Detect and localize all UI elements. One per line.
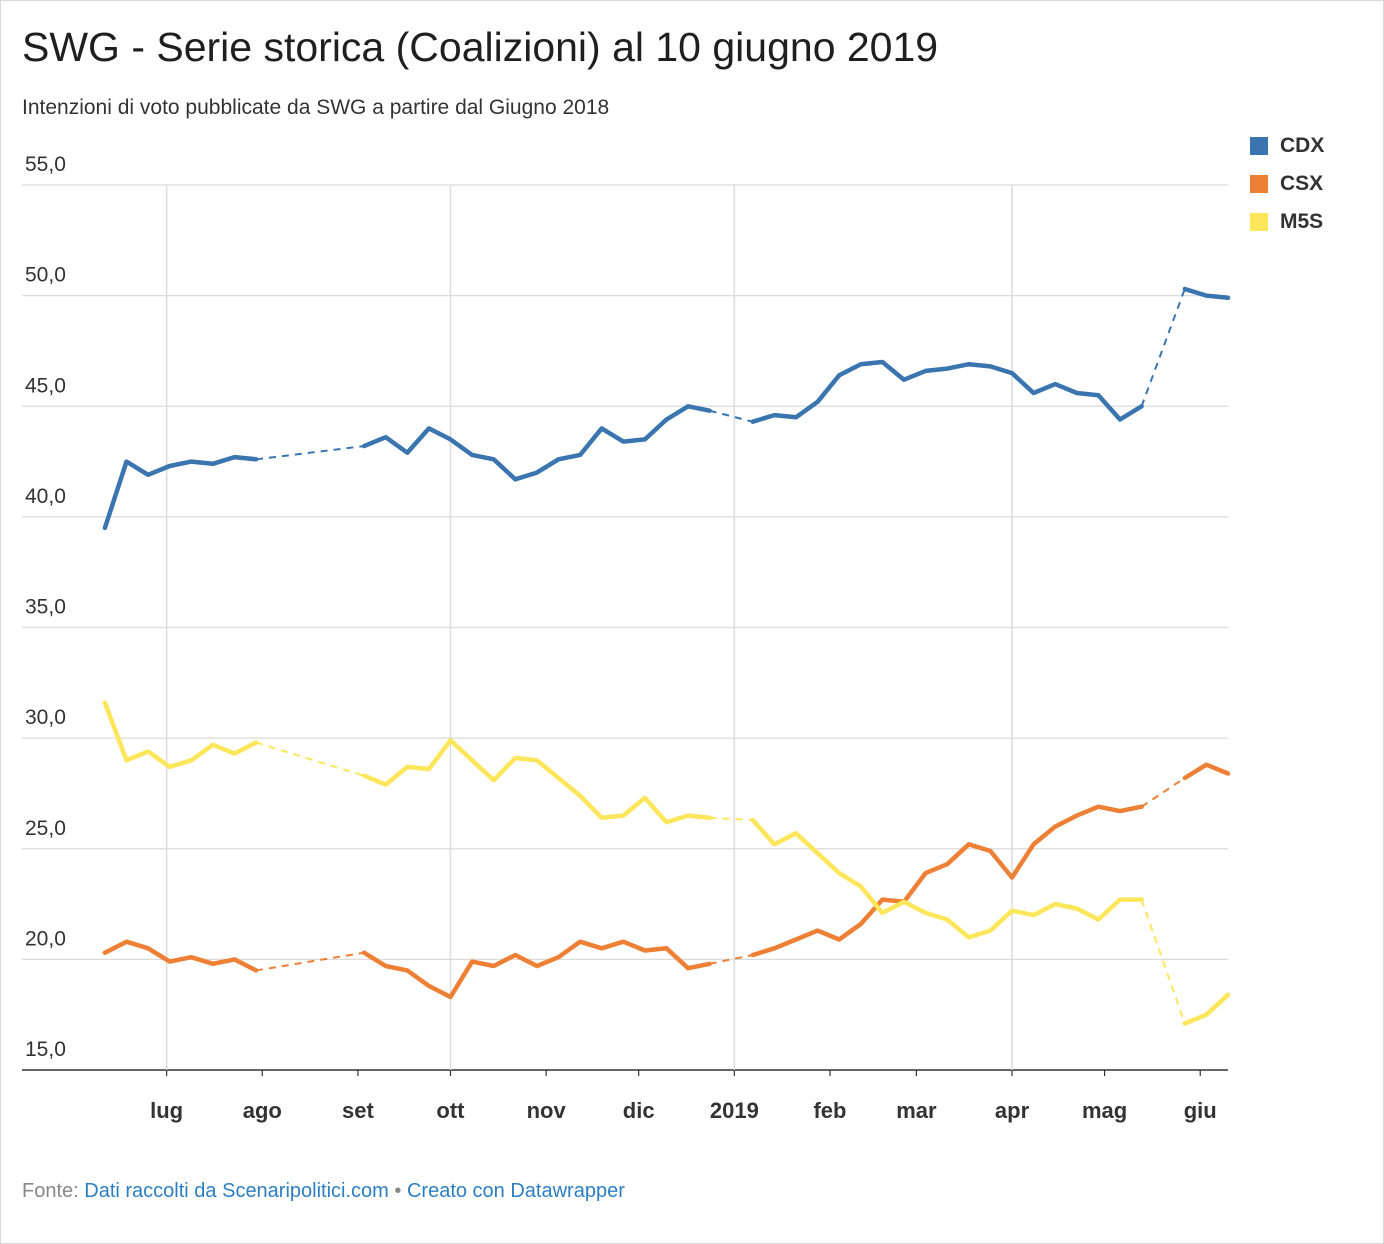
- series-gap-csx: [255, 951, 365, 972]
- x-tick-label: ago: [243, 1098, 282, 1123]
- y-tick-label: 15,0: [25, 1038, 66, 1061]
- series-gap-csx: [1141, 777, 1186, 808]
- chart-footer: Fonte: Dati raccolti da Scenaripolitici.…: [22, 1180, 625, 1203]
- series-line-cdx: [361, 404, 712, 482]
- series-line-cdx: [102, 454, 259, 531]
- x-tick-label: dic: [623, 1098, 655, 1123]
- chart-subtitle: Intenzioni di voto pubblicate da SWG a p…: [22, 96, 610, 119]
- series-line-cdx: [1182, 286, 1231, 301]
- series-gap-m5s: [255, 741, 365, 777]
- x-tick-label: set: [342, 1098, 374, 1123]
- x-tick-label: giu: [1184, 1098, 1217, 1123]
- x-tick-label: 2019: [710, 1098, 759, 1123]
- y-tick-label: 40,0: [25, 485, 66, 508]
- y-tick-label: 55,0: [25, 153, 66, 176]
- y-tick-label: 25,0: [25, 817, 66, 840]
- source-link[interactable]: Dati raccolti da Scenaripolitici.com: [84, 1180, 389, 1202]
- series-gap-m5s: [1140, 899, 1186, 1024]
- series-gap-m5s: [709, 816, 753, 821]
- x-tick-label: mar: [896, 1098, 937, 1123]
- y-tick-label: 35,0: [25, 596, 66, 619]
- series-line-csx: [1182, 762, 1231, 781]
- y-tick-label: 20,0: [25, 927, 66, 950]
- x-tick-label: nov: [527, 1098, 567, 1123]
- x-tick-label: feb: [813, 1098, 846, 1123]
- series-line-m5s: [750, 817, 1144, 940]
- x-tick-label: mag: [1082, 1098, 1127, 1123]
- series-line-cdx: [750, 359, 1144, 424]
- chart-legend: CDX CSX M5S: [1250, 127, 1324, 241]
- legend-swatch-m5s: [1250, 213, 1268, 231]
- series-gap-cdx: [1140, 288, 1186, 407]
- legend-swatch-cdx: [1250, 137, 1268, 155]
- credit-link[interactable]: Creato con Datawrapper: [406, 1180, 625, 1202]
- line-chart: 15,0 20,0 25,0 30,0 35,0 40,0 45,0 50,0 55,0 lug a…: [22, 153, 1231, 1123]
- series-gap-cdx: [709, 409, 754, 423]
- series-line-csx: [750, 804, 1144, 958]
- legend-item-cdx: CDX: [1250, 127, 1324, 165]
- legend-label-cdx: CDX: [1280, 134, 1325, 157]
- x-tick-label: lug: [150, 1098, 183, 1123]
- chart-title: SWG - Serie storica (Coalizioni) al 10 g…: [22, 24, 939, 70]
- series-line-csx: [361, 939, 712, 1000]
- legend-item-m5s: M5S: [1250, 203, 1324, 241]
- series-line-m5s: [102, 700, 259, 770]
- legend-label-m5s: M5S: [1280, 210, 1324, 233]
- series-line-m5s: [1182, 992, 1231, 1026]
- legend-label-csx: CSX: [1280, 172, 1324, 195]
- legend-swatch-csx: [1250, 175, 1268, 193]
- x-tick-label: apr: [995, 1098, 1030, 1123]
- series-line-m5s: [361, 738, 712, 825]
- y-tick-label: 30,0: [25, 706, 66, 729]
- y-tick-label: 50,0: [25, 264, 66, 287]
- legend-item-csx: CSX: [1250, 165, 1324, 203]
- source-prefix: Fonte:: [22, 1180, 79, 1202]
- x-tick-label: ott: [436, 1098, 465, 1123]
- y-tick-label: 45,0: [25, 374, 66, 397]
- series-gap-cdx: [255, 445, 365, 461]
- series-line-csx: [102, 939, 259, 973]
- footer-separator: •: [394, 1180, 402, 1202]
